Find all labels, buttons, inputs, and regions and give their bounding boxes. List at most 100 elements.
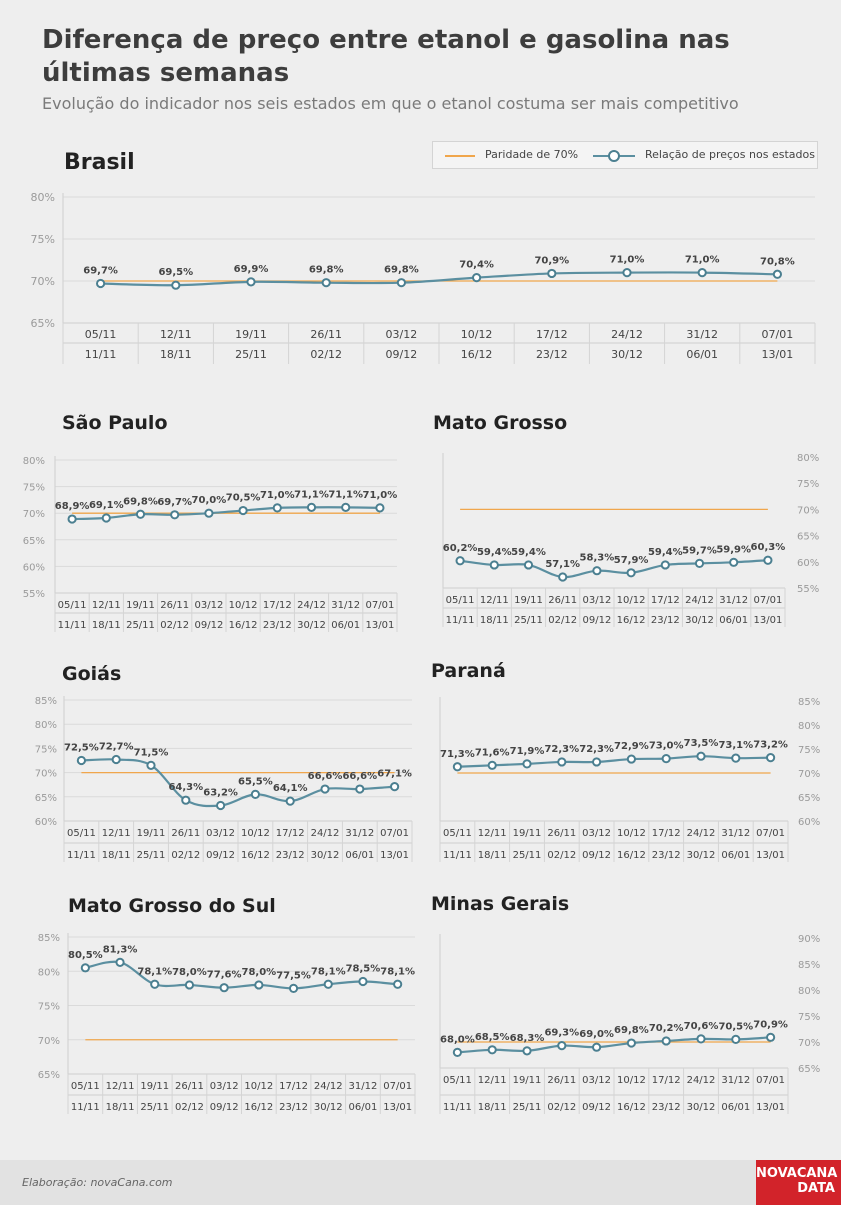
mato-grosso-do-sul-xtick-end: 25/11 [140,1102,169,1113]
minas-gerais-xtick-end: 06/01 [721,1102,750,1113]
parana-ytick-label: 70% [798,769,820,780]
sao-paulo-xtick-end: 16/12 [229,620,258,631]
mato-grosso-do-sul-xtick-start: 24/12 [314,1081,343,1092]
parana-data-label: 72,3% [579,744,614,755]
chart-title-mato-grosso-do-sul: Mato Grosso do Sul [68,895,276,917]
sao-paulo-ytick-label: 80% [23,456,45,467]
mato-grosso-data-label: 59,7% [682,545,717,556]
brasil-xtick-end: 06/01 [686,348,718,361]
goias-data-label: 72,7% [99,742,134,753]
parana-ytick-label: 65% [798,793,820,804]
goias-data-label: 65,5% [238,776,273,787]
minas-gerais-ytick-label: 75% [798,1012,820,1023]
sao-paulo-data-label: 71,0% [363,490,398,501]
goias-xtick-start: 03/12 [206,828,235,839]
sao-paulo-data-label: 71,1% [328,489,363,500]
mato-grosso-do-sul-data-label: 78,1% [311,966,346,977]
mato-grosso-do-sul-ytick-label: 80% [38,967,60,978]
sao-paulo-xtick-end: 23/12 [263,620,292,631]
sao-paulo-xtick-end: 09/12 [194,620,223,631]
brasil-ytick-label: 80% [31,191,55,204]
mato-grosso-do-sul-data-point [150,979,160,989]
mato-grosso-do-sul-xtick-start: 12/11 [106,1081,135,1092]
mato-grosso-do-sul-xtick-start: 07/01 [383,1081,412,1092]
minas-gerais-xtick-end: 16/12 [617,1102,646,1113]
sao-paulo-data-point [238,505,248,516]
mato-grosso-do-sul-data-label: 78,0% [241,967,276,978]
minas-gerais-data-point [731,1034,741,1045]
brasil-data-label: 70,4% [459,260,494,271]
legend-parity-label: Paridade de 70% [485,148,579,161]
parana-data-point [592,757,602,767]
mato-grosso-xtick-start: 26/11 [548,595,577,606]
chart-title-parana: Paraná [431,660,506,682]
sao-paulo-xtick-end: 13/01 [365,620,394,631]
sao-paulo-data-point [170,510,180,520]
sao-paulo-data-label: 70,5% [226,493,261,504]
minas-gerais-xtick-end: 30/12 [687,1102,716,1113]
mato-grosso-data-point [694,558,705,568]
goias-xtick-end: 06/01 [345,850,374,861]
mato-grosso-do-sul-data-label: 77,5% [276,970,311,981]
parana-xtick-start: 31/12 [721,828,750,839]
brasil-data-label: 70,8% [760,256,795,267]
mato-grosso-do-sul-series-line [85,960,398,990]
mato-grosso-data-label: 60,2% [443,543,478,554]
sao-paulo-data-point [135,509,146,519]
brasil-data-point [547,268,557,279]
mato-grosso-xtick-start: 17/12 [651,595,680,606]
goias-xtick-start: 05/11 [67,828,96,839]
minas-gerais-xtick-start: 05/11 [443,1075,472,1086]
goias-data-label: 66,6% [308,771,343,782]
goias-data-point [355,784,365,794]
mato-grosso-do-sul-data-label: 78,5% [346,964,381,975]
parana-data-point [661,754,671,764]
parana-data-label: 71,9% [510,746,545,757]
legend: Paridade de 70% Relação de preços nos es… [432,141,818,169]
brasil-data-label: 69,8% [384,265,419,276]
brasil-xtick-start: 24/12 [611,328,643,341]
minas-gerais-data-point [592,1042,602,1052]
mato-grosso-xtick-end: 16/12 [617,615,646,626]
mato-grosso-xtick-start: 07/01 [753,595,782,606]
brasil-data-point [246,277,256,287]
parana-data-label: 73,2% [753,740,788,751]
goias-xtick-end: 09/12 [206,850,235,861]
credit-text: Elaboração: novaCana.com [22,1176,173,1189]
minas-gerais-xtick-start: 03/12 [582,1075,611,1086]
minas-gerais-xtick-end: 02/12 [547,1102,576,1113]
minas-gerais-xtick-end: 13/01 [756,1102,785,1113]
brasil-ytick-label: 75% [31,233,55,246]
sao-paulo-data-point [101,513,111,523]
sao-paulo-data-point [341,502,351,512]
brasil-xtick-start: 05/11 [85,328,117,341]
brasil-xtick-end: 18/11 [160,348,192,361]
minas-gerais-data-label: 70,9% [753,1019,788,1030]
mato-grosso-do-sul-data-point [358,976,368,987]
sao-paulo-xtick-end: 18/11 [92,620,121,631]
mato-grosso-series-line [459,559,768,579]
goias-xtick-start: 10/12 [241,828,270,839]
minas-gerais-data-label: 70,2% [649,1023,684,1034]
parana-xtick-end: 18/11 [478,850,507,861]
minas-gerais-ytick-label: 85% [798,960,820,971]
goias-ytick-label: 65% [35,793,57,804]
mato-grosso-data-point [592,566,602,576]
goias-xtick-start: 26/11 [171,828,200,839]
mato-grosso-xtick-end: 25/11 [514,615,543,626]
brasil-xtick-start: 03/12 [386,328,418,341]
minas-gerais-data-label: 68,5% [475,1032,510,1043]
goias-data-point [250,789,260,799]
minas-gerais-data-label: 69,3% [544,1028,579,1039]
minas-gerais-ytick-label: 70% [798,1038,820,1049]
mato-grosso-data-point [489,560,499,570]
brasil-xtick-end: 25/11 [235,348,267,361]
sao-paulo-data-point [375,503,385,513]
brasil-xtick-end: 23/12 [536,348,568,361]
sao-paulo-xtick-start: 26/11 [160,600,189,611]
goias-data-label: 72,5% [64,743,99,754]
minas-gerais-xtick-end: 23/12 [652,1102,681,1113]
minas-gerais-data-label: 70,6% [684,1021,719,1032]
mato-grosso-do-sul-xtick-start: 10/12 [244,1081,273,1092]
